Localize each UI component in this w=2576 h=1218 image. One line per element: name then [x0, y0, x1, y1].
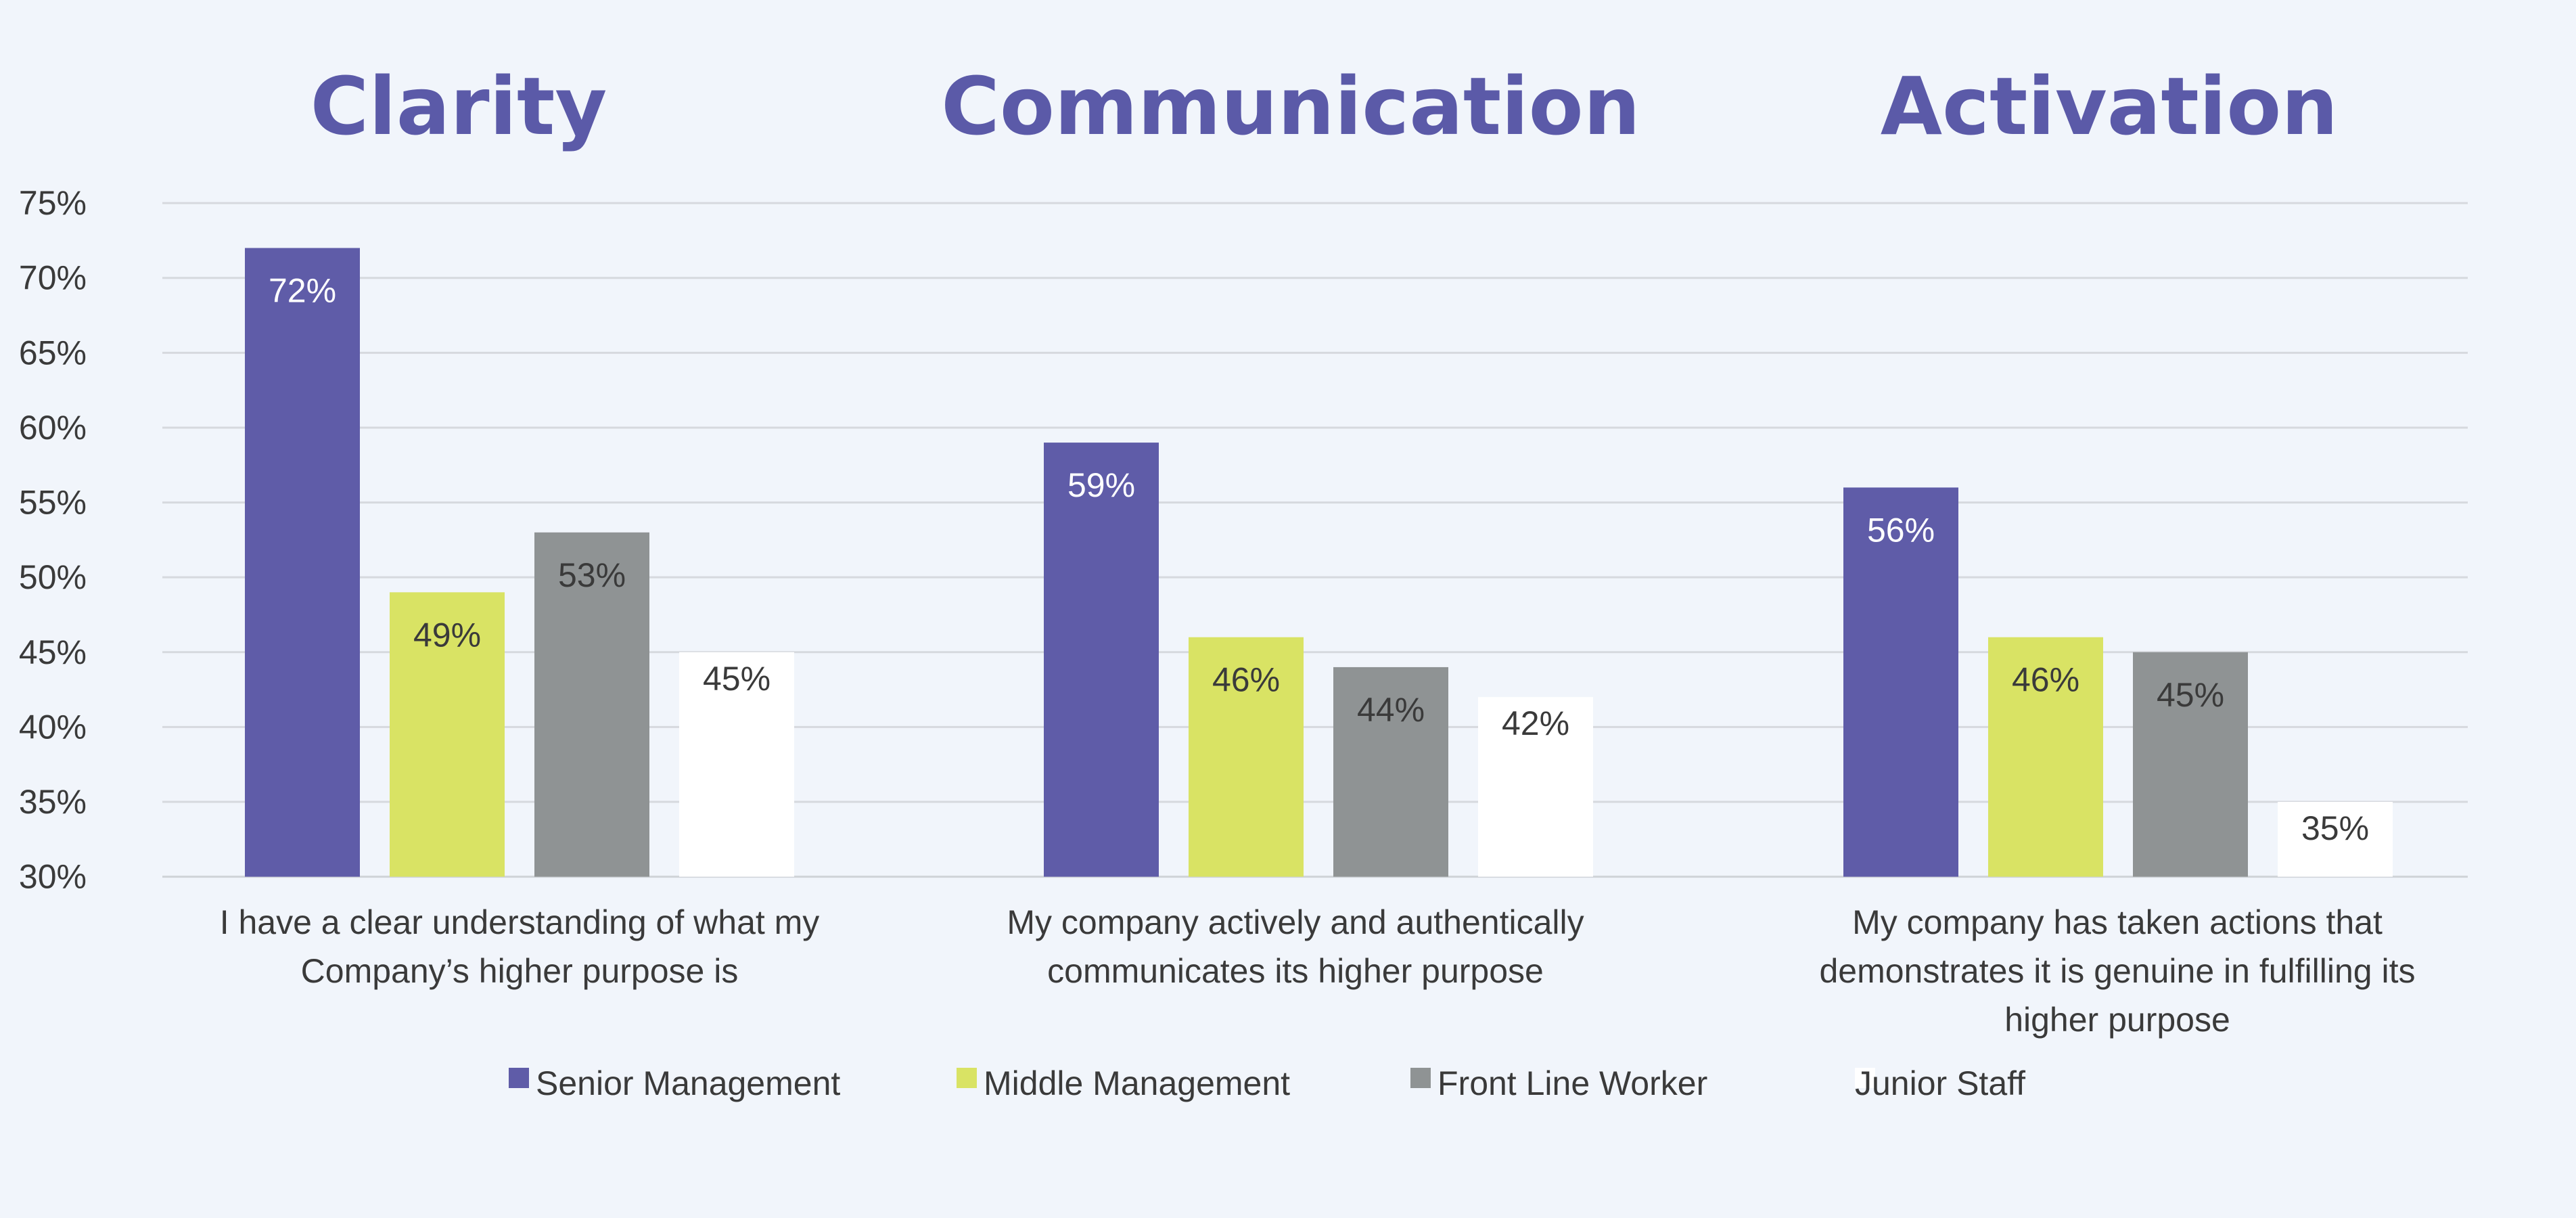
group-headings: Clarity Communication Activation — [310, 60, 2339, 153]
bar-senior-management-2 — [1044, 443, 1159, 877]
bar-junior-staff-3 — [2278, 802, 2393, 877]
y-tick-label: 55% — [19, 484, 87, 522]
legend-swatch — [1410, 1068, 1431, 1088]
data-label: 53% — [558, 556, 626, 594]
data-label: 42% — [1502, 704, 1569, 742]
heading-activation: Activation — [1881, 60, 2339, 153]
bar-front-line-worker-1 — [534, 532, 649, 877]
legend-swatch — [957, 1068, 977, 1088]
legend-swatch — [1855, 1068, 1875, 1088]
legend-swatch — [509, 1068, 529, 1088]
bar-junior-staff-2 — [1478, 697, 1593, 877]
y-axis: 30% 35% 40% 45% 50% 55% 60% 65% 70% 75% — [19, 184, 87, 896]
data-label: 35% — [2301, 809, 2369, 847]
bar-senior-management-1 — [245, 248, 360, 877]
bar-middle-management-1 — [390, 592, 505, 877]
y-tick-label: 35% — [19, 783, 87, 821]
data-label: 59% — [1067, 466, 1135, 504]
data-label: 46% — [1212, 661, 1280, 699]
legend-label: Front Line Worker — [1438, 1064, 1707, 1102]
bar-middle-management-2 — [1189, 637, 1304, 877]
data-label: 46% — [2012, 661, 2079, 699]
y-tick-label: 70% — [19, 259, 87, 297]
legend-label: Junior Staff — [1855, 1064, 2025, 1102]
category-label-line: communicates its higher purpose — [1047, 952, 1544, 990]
category-label-line: My company actively and authentically — [1007, 903, 1584, 941]
category-label: My company has taken actions that demonst… — [1819, 903, 2415, 1039]
legend-label: Middle Management — [984, 1064, 1290, 1102]
data-label: 45% — [703, 660, 770, 698]
y-tick-label: 40% — [19, 708, 87, 746]
bar-front-line-worker-2 — [1333, 667, 1448, 877]
category-label-line: higher purpose — [2004, 1001, 2230, 1039]
category-label-line: I have a clear understanding of what my — [220, 903, 820, 941]
category-label: My company actively and authentically com… — [1007, 903, 1584, 990]
heading-communication: Communication — [941, 60, 1640, 153]
legend: Senior Management Middle Management Front … — [509, 1064, 2025, 1102]
bar-junior-staff-1 — [679, 652, 794, 877]
data-label: 45% — [2157, 676, 2224, 714]
legend-label: Senior Management — [536, 1064, 840, 1102]
y-tick-label: 45% — [19, 633, 87, 671]
category-label-line: My company has taken actions that — [1852, 903, 2383, 941]
bars: 72% 59% 56% 49% 46% 46% 53% 44% 45% 45% 42% 35% — [245, 248, 2393, 877]
x-axis: I have a clear understanding of what my C… — [220, 903, 2416, 1039]
y-tick-label: 75% — [19, 184, 87, 222]
y-tick-label: 60% — [19, 409, 87, 447]
category-label-line: Company’s higher purpose is — [301, 952, 739, 990]
y-tick-label: 30% — [19, 858, 87, 896]
y-tick-label: 50% — [19, 558, 87, 596]
data-label: 72% — [269, 271, 336, 309]
gridlines — [162, 202, 2468, 878]
data-label: 56% — [1867, 511, 1935, 549]
bar-senior-management-3 — [1843, 487, 1958, 877]
bar-middle-management-3 — [1988, 637, 2103, 877]
heading-clarity: Clarity — [310, 60, 607, 153]
category-label-line: demonstrates it is genuine in fulfilling… — [1819, 952, 2415, 990]
data-label: 49% — [413, 616, 481, 654]
y-tick-label: 65% — [19, 334, 87, 371]
bar-front-line-worker-3 — [2133, 652, 2248, 877]
data-label: 44% — [1357, 691, 1425, 729]
category-label: I have a clear understanding of what my C… — [220, 903, 820, 990]
